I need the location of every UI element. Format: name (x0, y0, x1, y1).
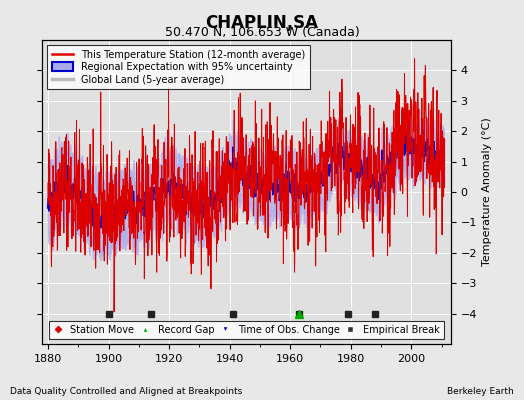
Text: Data Quality Controlled and Aligned at Breakpoints: Data Quality Controlled and Aligned at B… (10, 387, 243, 396)
Text: 50.470 N, 106.653 W (Canada): 50.470 N, 106.653 W (Canada) (165, 26, 359, 39)
Y-axis label: Temperature Anomaly (°C): Temperature Anomaly (°C) (483, 118, 493, 266)
Text: CHAPLIN,SA: CHAPLIN,SA (205, 14, 319, 32)
Legend: Station Move, Record Gap, Time of Obs. Change, Empirical Break: Station Move, Record Gap, Time of Obs. C… (49, 321, 443, 339)
Text: Berkeley Earth: Berkeley Earth (447, 387, 514, 396)
